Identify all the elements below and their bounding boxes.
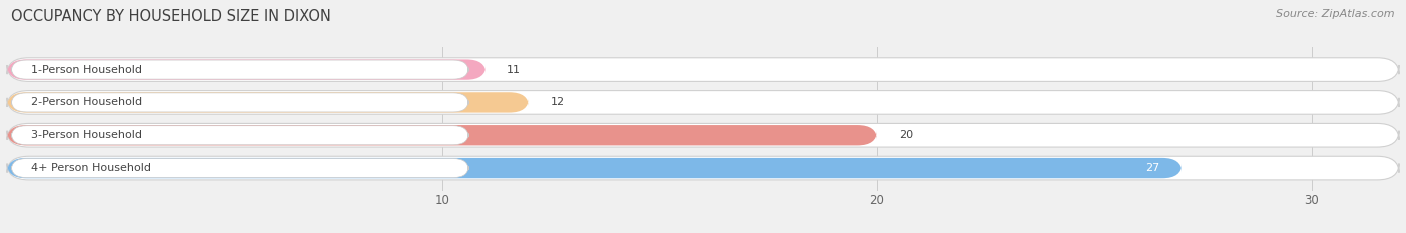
FancyBboxPatch shape [7, 125, 877, 145]
Text: 27: 27 [1146, 163, 1160, 173]
FancyBboxPatch shape [7, 123, 1399, 147]
Text: 20: 20 [898, 130, 912, 140]
Text: OCCUPANCY BY HOUSEHOLD SIZE IN DIXON: OCCUPANCY BY HOUSEHOLD SIZE IN DIXON [11, 9, 332, 24]
FancyBboxPatch shape [11, 159, 468, 178]
FancyBboxPatch shape [7, 92, 529, 113]
FancyBboxPatch shape [11, 93, 468, 112]
FancyBboxPatch shape [7, 91, 1399, 114]
Text: Source: ZipAtlas.com: Source: ZipAtlas.com [1277, 9, 1395, 19]
Text: 3-Person Household: 3-Person Household [31, 130, 142, 140]
FancyBboxPatch shape [7, 158, 1181, 178]
FancyBboxPatch shape [11, 60, 468, 79]
Text: 11: 11 [508, 65, 522, 75]
FancyBboxPatch shape [7, 58, 1399, 81]
Text: 12: 12 [551, 97, 565, 107]
FancyBboxPatch shape [7, 59, 485, 80]
FancyBboxPatch shape [7, 156, 1399, 180]
Text: 2-Person Household: 2-Person Household [31, 97, 142, 107]
Text: 1-Person Household: 1-Person Household [31, 65, 142, 75]
Text: 4+ Person Household: 4+ Person Household [31, 163, 150, 173]
FancyBboxPatch shape [11, 126, 468, 145]
